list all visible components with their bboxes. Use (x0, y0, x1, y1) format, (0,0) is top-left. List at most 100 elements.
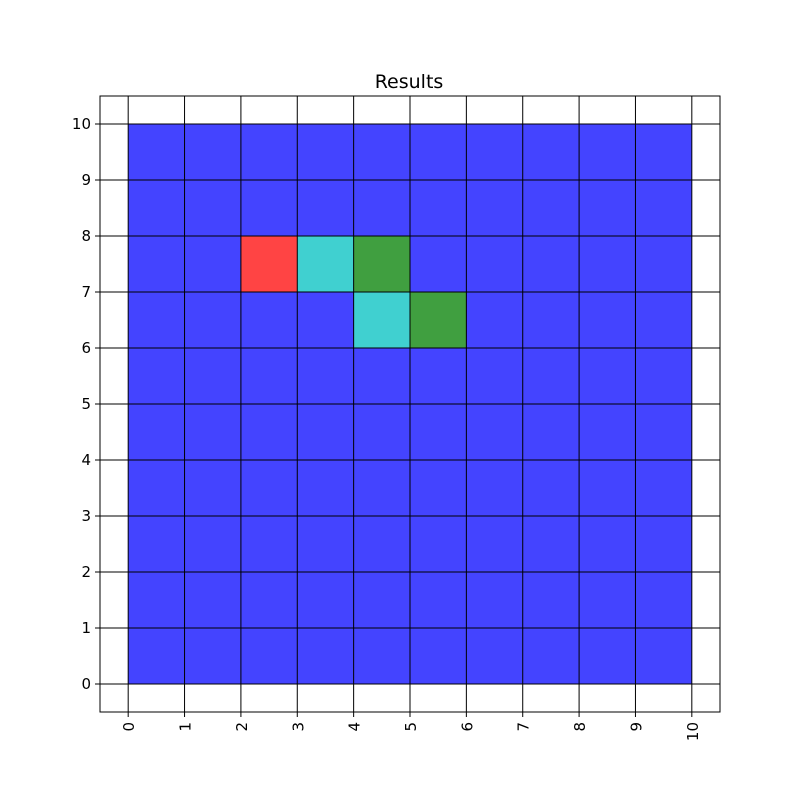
grid-cell (466, 628, 523, 684)
highlighted-cell (297, 236, 354, 292)
grid-cell (579, 460, 636, 516)
grid-cell (522, 292, 580, 348)
grid-cell (410, 516, 467, 572)
grid-cell (184, 348, 241, 404)
x-tick-label: 8 (571, 722, 589, 732)
y-axis: 0 1 2 3 4 5 6 7 8 9 10 (72, 115, 100, 693)
grid-cell (522, 236, 580, 292)
grid-cell (128, 460, 185, 516)
x-tick-label: 0 (120, 722, 138, 732)
grid-cell (466, 292, 523, 348)
y-tick-label: 2 (81, 563, 91, 581)
grid-cell (522, 404, 580, 460)
grid-cell (128, 516, 185, 572)
grid-cell (579, 628, 636, 684)
x-tick-label: 4 (346, 722, 364, 732)
grid-cell (522, 516, 580, 572)
grid-cell (522, 180, 580, 236)
grid-cell (635, 516, 692, 572)
x-tick-label: 6 (458, 722, 476, 732)
x-tick-label: 7 (515, 722, 533, 732)
grid-cell (579, 348, 636, 404)
grid-cell (353, 572, 410, 628)
x-tick-label: 5 (402, 722, 420, 732)
grid-cell (635, 180, 692, 236)
y-tick-label: 1 (81, 619, 91, 637)
grid-cell (635, 572, 692, 628)
grid-cell (128, 572, 185, 628)
grid-cell (240, 516, 298, 572)
grid-cell (240, 572, 298, 628)
grid-cell (579, 236, 636, 292)
y-tick-label: 6 (81, 339, 91, 357)
grid-cell (297, 404, 354, 460)
y-tick-label: 0 (81, 675, 91, 693)
grid-cell (184, 628, 241, 684)
grid-cell (297, 572, 354, 628)
grid-cell (466, 516, 523, 572)
grid-cell (184, 180, 241, 236)
grid-cell (353, 516, 410, 572)
grid-cell (635, 236, 692, 292)
grid-cell (353, 460, 410, 516)
grid-cell (128, 236, 185, 292)
grid-cell (635, 124, 692, 180)
grid-cell (466, 180, 523, 236)
grid-cell (635, 292, 692, 348)
grid-cell (184, 516, 241, 572)
grid-cell (410, 460, 467, 516)
grid-cell (353, 180, 410, 236)
grid-cell (522, 348, 580, 404)
grid-cell (240, 292, 298, 348)
grid-cell (579, 124, 636, 180)
grid-cell (297, 124, 354, 180)
grid-cell (240, 348, 298, 404)
grid-cell (635, 628, 692, 684)
grid-cell (184, 236, 241, 292)
grid-cell (579, 180, 636, 236)
grid-cell (410, 572, 467, 628)
grid-cell (466, 124, 523, 180)
x-tick-label: 2 (233, 722, 251, 732)
x-tick-label: 1 (177, 722, 195, 732)
grid-cell (240, 628, 298, 684)
grid-cell (128, 124, 185, 180)
y-tick-label: 3 (81, 507, 91, 525)
grid-cell (466, 236, 523, 292)
grid-cell (353, 404, 410, 460)
grid-cell (579, 404, 636, 460)
grid-cell (410, 180, 467, 236)
grid-cell (353, 628, 410, 684)
grid-cell (240, 404, 298, 460)
y-tick-label: 10 (72, 115, 91, 133)
grid-cell (522, 572, 580, 628)
grid-cell (522, 460, 580, 516)
grid-cell (297, 460, 354, 516)
grid-cell (635, 348, 692, 404)
y-tick-label: 5 (81, 395, 91, 413)
grid-cell (579, 516, 636, 572)
grid-cell (297, 628, 354, 684)
grid-cell (466, 460, 523, 516)
grid-cell (297, 180, 354, 236)
grid-cell (410, 404, 467, 460)
grid-cell (410, 124, 467, 180)
highlighted-cell (353, 292, 410, 348)
grid-cell (410, 348, 467, 404)
grid-cell (297, 348, 354, 404)
grid-cell (240, 180, 298, 236)
grid-cell (522, 124, 580, 180)
grid-cell (240, 124, 298, 180)
grid-cell (240, 460, 298, 516)
grid-cell (579, 292, 636, 348)
grid-cell (184, 292, 241, 348)
grid-cell (522, 628, 580, 684)
grid-cell (184, 572, 241, 628)
x-tick-label: 10 (684, 722, 702, 741)
x-tick-label: 3 (289, 722, 307, 732)
grid-cell (128, 348, 185, 404)
grid-cell (410, 236, 467, 292)
cells-layer (128, 124, 692, 684)
grid-cell (184, 460, 241, 516)
